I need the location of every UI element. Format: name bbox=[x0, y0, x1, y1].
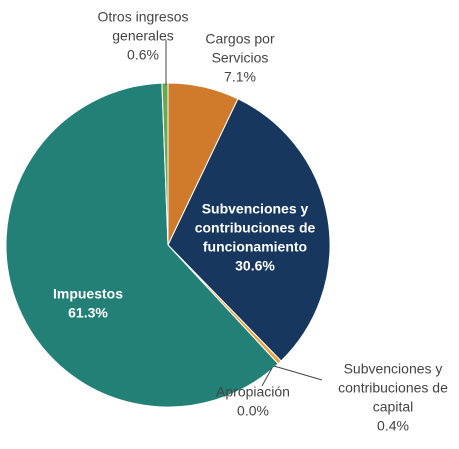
slice-label: contribuciones de bbox=[195, 220, 316, 236]
pie-slice bbox=[167, 98, 331, 362]
value-label: 0.0% bbox=[237, 403, 269, 419]
slice-label: funcionamiento bbox=[203, 239, 307, 255]
value-label: 0.4% bbox=[377, 418, 409, 434]
slice-label: Otros ingresos bbox=[97, 9, 188, 25]
leader-line bbox=[261, 367, 273, 387]
leader-line bbox=[273, 365, 323, 381]
value-label: 7.1% bbox=[224, 69, 256, 85]
slice-label: Impuestos bbox=[53, 286, 123, 302]
value-label: 30.6% bbox=[235, 258, 275, 274]
slice-label: Subvenciones y bbox=[202, 201, 309, 217]
slice-label: contribuciones de bbox=[338, 380, 448, 396]
pie-slice bbox=[5, 82, 279, 408]
slice-label: capital bbox=[373, 399, 413, 415]
slice-label: generales bbox=[112, 28, 174, 44]
slice-label: Subvenciones y bbox=[344, 361, 443, 377]
pie-slice bbox=[161, 82, 169, 246]
slice-label: Apropiación bbox=[216, 384, 290, 400]
value-label: 0.6% bbox=[127, 47, 159, 63]
slice-label: Servicios bbox=[212, 50, 269, 66]
slice-label: Cargos por bbox=[205, 31, 275, 47]
value-label: 61.3% bbox=[68, 305, 108, 321]
